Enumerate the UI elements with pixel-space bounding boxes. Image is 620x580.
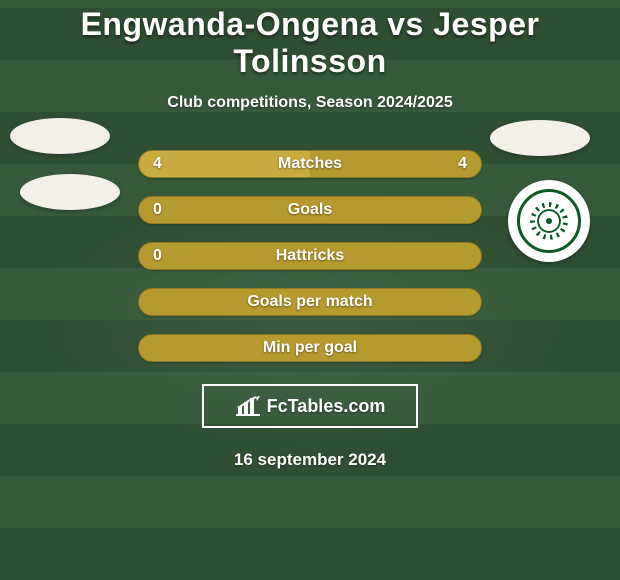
- stat-row: Goals per match: [138, 288, 482, 316]
- stat-row: Matches4 4: [138, 150, 482, 178]
- stat-label: Goals: [139, 201, 481, 219]
- bar-chart-icon: [235, 396, 261, 416]
- stat-label: Goals per match: [139, 293, 481, 311]
- player-avatar-left-1: [10, 118, 110, 154]
- club-badge-icon: [517, 189, 581, 253]
- club-badge-right: [508, 180, 590, 262]
- stat-label: Matches: [139, 155, 481, 173]
- brand-text: FcTables.com: [267, 396, 386, 417]
- stat-row: Hattricks0: [138, 242, 482, 270]
- player-avatar-left-2: [20, 174, 120, 210]
- stat-value-left: 4: [153, 155, 162, 173]
- stat-row: Goals0: [138, 196, 482, 224]
- stat-label: Hattricks: [139, 247, 481, 265]
- stat-value-right: 4: [458, 155, 467, 173]
- brand-box: FcTables.com: [202, 384, 418, 428]
- stat-value-left: 0: [153, 201, 162, 219]
- date-text: 16 september 2024: [0, 450, 620, 470]
- stat-value-left: 0: [153, 247, 162, 265]
- content-root: Engwanda-Ongena vs Jesper Tolinsson Club…: [0, 0, 620, 580]
- subtitle: Club competitions, Season 2024/2025: [0, 94, 620, 112]
- player-avatar-right-1: [490, 120, 590, 156]
- stat-row: Min per goal: [138, 334, 482, 362]
- page-title: Engwanda-Ongena vs Jesper Tolinsson: [0, 6, 620, 80]
- stat-label: Min per goal: [139, 339, 481, 357]
- brand-container: FcTables.com: [0, 384, 620, 428]
